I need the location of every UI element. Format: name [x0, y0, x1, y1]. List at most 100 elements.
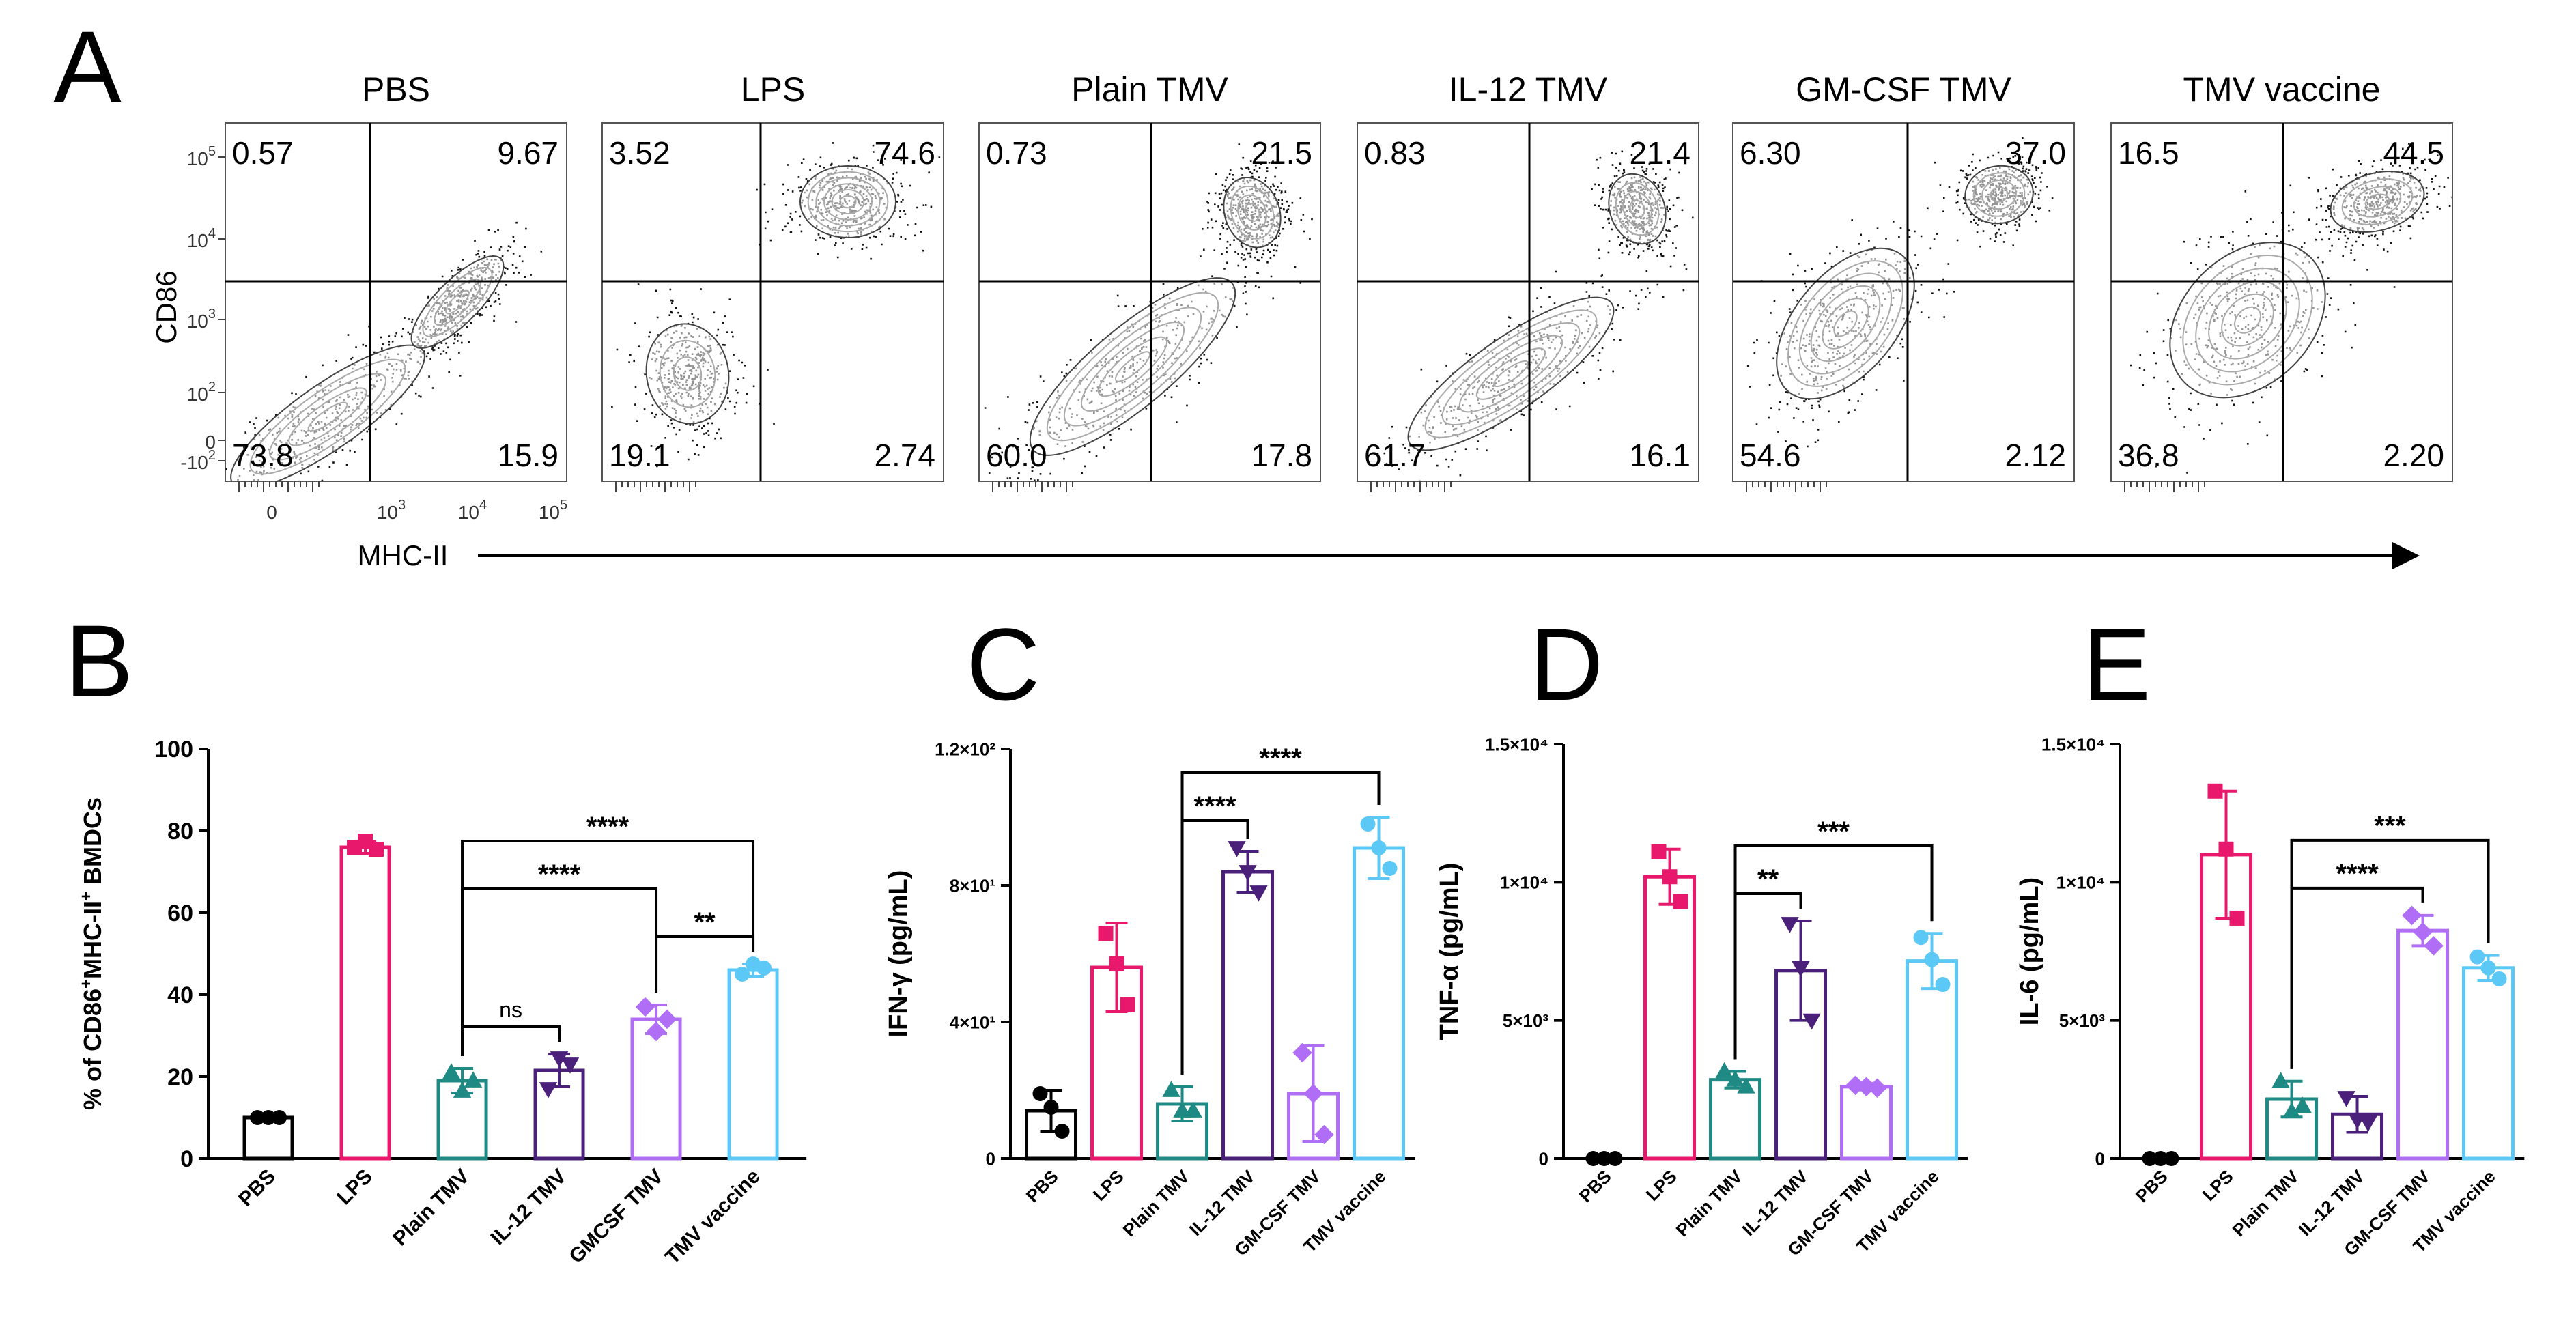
tick-base: 10	[187, 230, 208, 251]
flow-plot-title: TMV vaccine	[2183, 70, 2381, 109]
quadrant-lr-value: 17.8	[1251, 438, 1312, 473]
y-tick-label: 0	[1539, 1148, 1548, 1169]
y-tick-label: 1.2×10²	[935, 739, 995, 759]
quadrant-ul-value: 0.57	[232, 135, 294, 171]
significance-label: ****	[2336, 859, 2379, 889]
y-tick-label: 0	[180, 1146, 193, 1172]
y-axis-label-part: % of CD86	[79, 989, 107, 1110]
flow-plot-frame	[601, 122, 944, 482]
flow-contour	[1776, 247, 1915, 400]
flow-events	[1376, 150, 1699, 481]
y-tick-label: 60	[167, 900, 193, 926]
data-point	[1715, 1062, 1733, 1079]
bar	[727, 968, 779, 1161]
flow-plot-frame	[2110, 122, 2453, 482]
y-tick-label: 8×10¹	[950, 875, 995, 896]
y-tick-label: 20	[167, 1064, 193, 1090]
y-axis-label-sup: +	[77, 892, 96, 901]
quadrant-ur-value: 9.67	[497, 135, 558, 171]
flow-contour	[2330, 171, 2425, 233]
flow-plot-title: PBS	[362, 70, 430, 109]
quadrant-lr-value: 15.9	[497, 438, 558, 473]
data-point	[1239, 865, 1257, 881]
significance-bracket	[461, 1025, 561, 1056]
data-point	[1098, 926, 1114, 941]
flow-contour	[1964, 165, 2034, 225]
data-point	[1673, 894, 1688, 909]
data-point	[1043, 1100, 1059, 1115]
quadrant-ll-value: 61.7	[1364, 438, 1426, 473]
flow-plot: Plain TMV 0.73 21.5 60.0 17.8	[978, 70, 1321, 492]
flow-contour	[1608, 173, 1667, 245]
data-point	[464, 1071, 483, 1088]
data-point	[2164, 1151, 2179, 1166]
data-point	[2424, 936, 2444, 956]
tick-exp: 3	[208, 307, 216, 322]
flow-contour	[1223, 177, 1282, 248]
bar	[1221, 870, 1275, 1161]
bar	[1643, 875, 1697, 1161]
significance-label: ****	[538, 859, 581, 890]
x-tick-label: 0	[266, 502, 277, 523]
significance-label: ****	[586, 812, 629, 842]
significance-bracket	[1180, 771, 1381, 1075]
category-label: PBS	[1575, 1166, 1615, 1206]
quadrant-ll-value: 36.8	[2118, 438, 2179, 473]
flow-event-dots	[1746, 137, 2054, 448]
x-tick-label: 103	[377, 498, 406, 523]
y-tick-label: 104	[187, 226, 216, 251]
panel-label-c: C	[966, 607, 1040, 722]
significance-label: **	[694, 907, 716, 937]
tick-base: 10	[187, 311, 208, 332]
data-point	[272, 1110, 287, 1125]
y-tick-label: 1×10⁴	[2056, 872, 2105, 893]
quadrant-lr-value: 2.74	[874, 438, 935, 473]
panel-a: A PBS 0.57 9.67 73.8 15.9 LPS 3.52 74.6 19.1 2.74 P…	[53, 10, 2453, 571]
quadrant-ul-value: 0.83	[1364, 135, 1426, 171]
bar	[339, 845, 391, 1161]
flow-plot-title: Plain TMV	[1071, 70, 1228, 109]
category-label: Plain TMV	[2228, 1166, 2304, 1241]
data-point	[2480, 960, 2496, 976]
data-point	[1303, 1083, 1323, 1104]
data-point	[2282, 1102, 2301, 1119]
flow-plot-frame	[1732, 122, 2075, 482]
flow-plot: GM-CSF TMV 6.30 37.0 54.6 2.12	[1732, 70, 2075, 492]
y-axis-label: CD86	[150, 270, 182, 343]
flow-event-dots	[225, 221, 543, 481]
quadrant-lr-value: 16.1	[1629, 438, 1690, 473]
significance-label: ****	[1193, 791, 1236, 821]
tick-base: 10	[187, 384, 208, 405]
y-tick-label: 103	[187, 307, 216, 332]
data-point	[1781, 917, 1799, 933]
quadrant-lr-value: 2.12	[2005, 438, 2066, 473]
panel-label-b: B	[65, 603, 133, 718]
category-label: Plain TMV	[1119, 1166, 1194, 1241]
flow-contour	[410, 255, 505, 349]
data-point	[735, 967, 750, 982]
data-point	[1726, 1070, 1744, 1087]
data-point	[1585, 1151, 1601, 1166]
flow-plot-title: GM-CSF TMV	[1796, 70, 2011, 109]
data-point	[1249, 885, 1268, 902]
significance-label: ns	[499, 997, 522, 1022]
tick-exp: 5	[560, 498, 567, 513]
data-point	[2271, 1071, 2290, 1088]
tick-base: 10	[539, 502, 560, 523]
y-tick-label: 105	[187, 144, 216, 169]
quadrant-ll-value: 73.8	[232, 438, 294, 473]
flow-contour	[1407, 296, 1615, 451]
y-axis-label-part: BMDCs	[79, 797, 107, 892]
data-point	[1184, 1101, 1202, 1118]
data-point	[2293, 1096, 2312, 1113]
flow-events	[1746, 137, 2054, 448]
category-label: IL-12 TMV	[486, 1165, 571, 1250]
quadrant-ll-value: 19.1	[609, 438, 670, 473]
quadrant-ur-value: 44.5	[2383, 135, 2444, 171]
flow-events	[2130, 143, 2452, 474]
data-point	[657, 1009, 677, 1029]
flow-events	[611, 142, 941, 468]
y-tick-label: 5×10³	[1503, 1010, 1549, 1031]
